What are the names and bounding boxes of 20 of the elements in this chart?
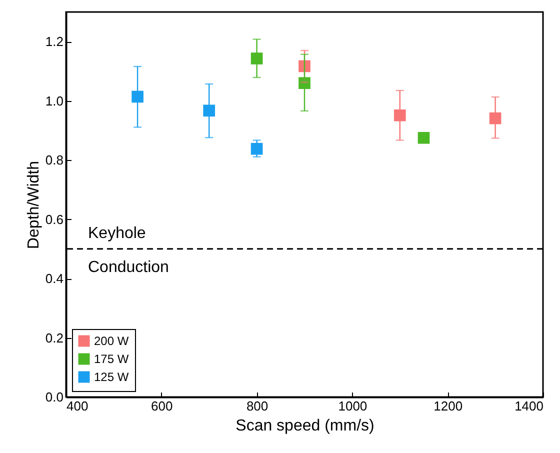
annotation: Conduction [88,259,169,276]
legend-label: 125 W [94,370,130,384]
x-tick-label: 1000 [338,398,368,414]
x-tick-label: 400 [66,398,88,414]
x-tick-label: 800 [246,398,268,414]
legend-label: 175 W [94,352,130,366]
y-tick-label: 0.0 [45,390,64,404]
y-tick-label: 0.2 [45,330,64,346]
x-tick-label: 1200 [434,398,463,414]
y-tick-label: 0.6 [45,212,64,227]
x-tick-label: 1400 [514,398,544,414]
y-axis-title: Depth/Width [25,160,42,250]
y-tick-label: 1.2 [45,34,64,50]
legend-label: 200 W [94,334,130,348]
x-tick-label: 600 [151,398,173,414]
annotation: Keyhole [88,225,146,242]
y-tick-label: 0.8 [45,152,64,168]
y-tick-label: 1.0 [45,93,64,108]
y-tick-label: 0.4 [45,271,64,286]
x-axis-title: Scan speed (mm/s) [236,418,374,434]
